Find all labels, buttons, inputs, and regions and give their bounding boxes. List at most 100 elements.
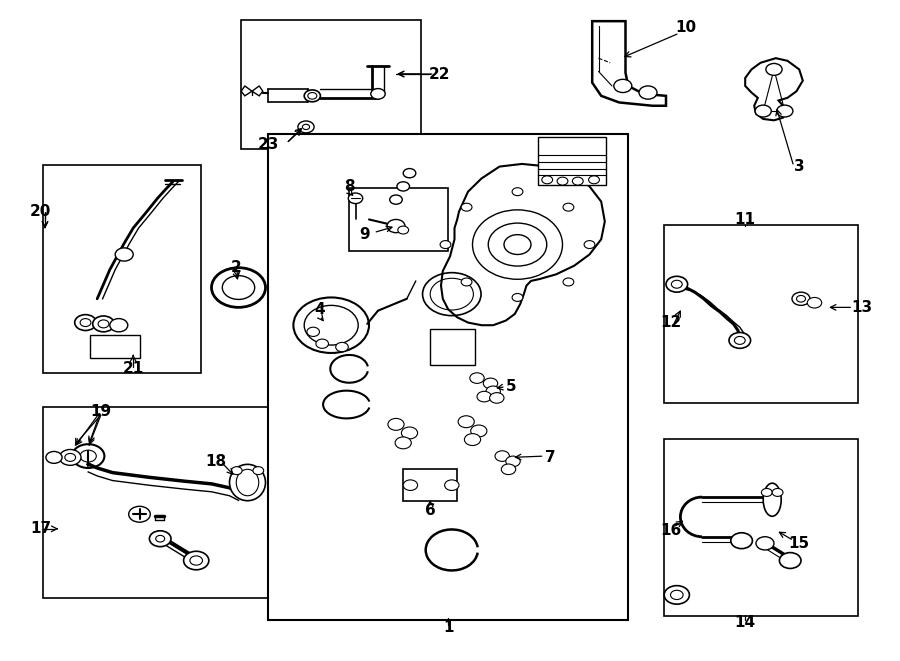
Circle shape [298, 121, 314, 133]
Circle shape [464, 434, 481, 446]
Polygon shape [441, 164, 605, 325]
Circle shape [316, 339, 328, 348]
Circle shape [563, 203, 574, 211]
Circle shape [495, 451, 509, 461]
Circle shape [304, 305, 358, 345]
Circle shape [542, 176, 553, 184]
Circle shape [184, 551, 209, 570]
Bar [268, 134, 628, 620]
Polygon shape [745, 58, 803, 120]
Circle shape [302, 124, 310, 130]
Text: 23: 23 [257, 137, 279, 151]
Circle shape [75, 315, 96, 330]
Circle shape [388, 418, 404, 430]
Circle shape [253, 467, 264, 475]
Circle shape [639, 86, 657, 99]
Text: 18: 18 [205, 454, 227, 469]
Text: 3: 3 [794, 159, 805, 174]
Circle shape [777, 105, 793, 117]
Circle shape [93, 316, 114, 332]
Circle shape [563, 278, 574, 286]
Circle shape [72, 444, 104, 468]
Text: 4: 4 [314, 302, 325, 317]
Circle shape [304, 90, 320, 102]
Circle shape [387, 219, 405, 233]
Text: 2: 2 [230, 260, 241, 275]
Bar [349, 188, 448, 251]
Circle shape [470, 373, 484, 383]
Circle shape [440, 241, 451, 249]
Circle shape [403, 169, 416, 178]
Circle shape [734, 336, 745, 344]
Circle shape [307, 327, 320, 336]
Circle shape [729, 332, 751, 348]
Circle shape [190, 556, 203, 565]
Text: 16: 16 [660, 523, 681, 537]
Text: 15: 15 [788, 536, 810, 551]
Circle shape [445, 480, 459, 490]
Circle shape [755, 105, 771, 117]
Text: 20: 20 [30, 204, 51, 219]
Circle shape [766, 63, 782, 75]
Bar [538, 137, 606, 185]
Text: 17: 17 [30, 522, 51, 536]
Ellipse shape [236, 469, 259, 496]
Text: 7: 7 [545, 450, 556, 465]
Circle shape [98, 320, 109, 328]
Text: 6: 6 [425, 503, 436, 518]
Circle shape [501, 464, 516, 475]
Circle shape [115, 248, 133, 261]
Text: 11: 11 [734, 212, 756, 227]
Bar [430, 329, 475, 365]
Circle shape [792, 292, 810, 305]
Circle shape [59, 449, 81, 465]
Circle shape [293, 297, 369, 353]
Circle shape [512, 293, 523, 301]
Circle shape [671, 280, 682, 288]
Circle shape [486, 386, 500, 397]
Circle shape [572, 177, 583, 185]
Bar [43, 407, 313, 598]
Circle shape [756, 537, 774, 550]
Polygon shape [241, 86, 252, 96]
Text: 9: 9 [359, 227, 370, 242]
Text: 14: 14 [734, 615, 756, 630]
Circle shape [807, 297, 822, 308]
Circle shape [666, 276, 688, 292]
Bar [664, 225, 858, 403]
Circle shape [731, 533, 752, 549]
Text: 1: 1 [443, 621, 454, 635]
Polygon shape [252, 86, 263, 96]
Text: 21: 21 [122, 362, 144, 376]
Circle shape [772, 488, 783, 496]
Circle shape [461, 203, 472, 211]
Bar [241, 20, 421, 149]
Circle shape [80, 450, 96, 462]
Circle shape [779, 553, 801, 568]
Circle shape [490, 393, 504, 403]
Circle shape [670, 590, 683, 600]
Circle shape [348, 193, 363, 204]
Ellipse shape [763, 483, 781, 516]
Circle shape [664, 586, 689, 604]
Text: 22: 22 [428, 67, 450, 81]
Circle shape [397, 182, 410, 191]
Text: 10: 10 [675, 20, 697, 35]
Circle shape [461, 278, 472, 286]
Circle shape [458, 416, 474, 428]
Circle shape [390, 195, 402, 204]
Bar [43, 165, 201, 373]
Circle shape [477, 391, 491, 402]
Circle shape [212, 268, 266, 307]
Circle shape [557, 177, 568, 185]
Circle shape [589, 176, 599, 184]
Text: 5: 5 [506, 379, 517, 394]
Polygon shape [592, 21, 666, 106]
Circle shape [512, 188, 523, 196]
Circle shape [506, 456, 520, 467]
Circle shape [231, 467, 242, 475]
Circle shape [46, 451, 62, 463]
Text: 8: 8 [344, 179, 355, 194]
Text: 12: 12 [660, 315, 681, 330]
Circle shape [308, 93, 317, 99]
